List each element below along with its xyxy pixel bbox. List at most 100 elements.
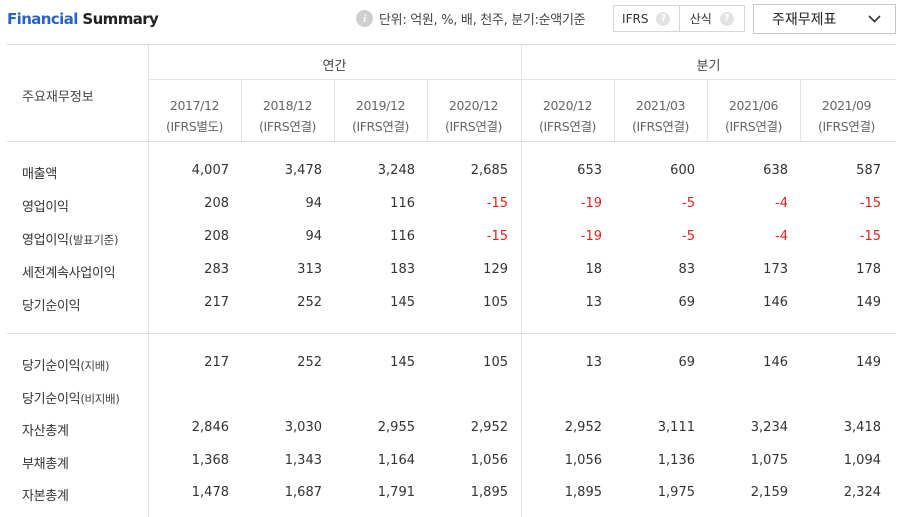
row-label: 자산총계 xyxy=(22,420,69,439)
column-header: 2019/12 (IFRS연결) xyxy=(334,95,427,137)
toggle-formula-label: 산식 xyxy=(689,12,712,26)
row-label-suffix: (비지배) xyxy=(80,392,120,406)
table-cell: 1,343 xyxy=(284,453,322,468)
table-cell: -19 xyxy=(580,229,602,244)
table-cell: 1,136 xyxy=(657,453,695,468)
table-cell: -15 xyxy=(859,229,881,244)
table-cell: 208 xyxy=(204,229,229,244)
table-cell: 145 xyxy=(390,295,415,310)
table-cell: 2,952 xyxy=(470,420,508,435)
statement-select-value: 주재무제표 xyxy=(772,12,837,28)
row-label-text: 당기순이익 xyxy=(22,299,81,314)
table-cell: 1,368 xyxy=(191,453,229,468)
table-cell: 1,895 xyxy=(564,485,602,500)
table-cell: 1,056 xyxy=(564,453,602,468)
row-label-text: 자본총계 xyxy=(22,489,69,504)
table-cell: 252 xyxy=(297,355,322,370)
group-quarterly: 분기 xyxy=(696,59,721,74)
column-period: 2020/12 xyxy=(448,98,499,113)
table-row: 부채총계 1,368 1,343 1,164 1,056 1,056 1,136 1,075 1… xyxy=(7,453,896,473)
table-row: 당기순이익(비지배) xyxy=(7,388,896,408)
table-cell: 1,687 xyxy=(284,485,322,500)
column-header: 2018/12 (IFRS연결) xyxy=(241,95,334,137)
title-financial: Financial xyxy=(7,10,78,28)
table-cell: 3,478 xyxy=(284,163,322,178)
table-cell: 217 xyxy=(204,295,229,310)
row-label-text: 당기순이익 xyxy=(22,359,81,374)
help-icon[interactable]: ? xyxy=(656,11,671,26)
financial-table: 주요재무정보 연간 분기 2017/12 (IFRS별도) 2018/12 (IFRS… xyxy=(7,44,896,517)
table-cell: 83 xyxy=(678,262,695,277)
row-label-text: 부채총계 xyxy=(22,457,69,472)
corner-label: 주요재무정보 xyxy=(22,90,94,105)
table-cell: 105 xyxy=(483,295,508,310)
row-label-text: 자산총계 xyxy=(22,424,69,439)
row-label-text: 영업이익 xyxy=(22,200,69,215)
group-annual: 연간 xyxy=(322,59,347,74)
table-cell: 94 xyxy=(305,196,322,211)
table-cell: 2,955 xyxy=(377,420,415,435)
table-cell: 1,975 xyxy=(657,485,695,500)
row-label: 매출액 xyxy=(22,163,57,182)
column-header: 2020/12 (IFRS연결) xyxy=(521,95,614,137)
table-cell: 217 xyxy=(204,355,229,370)
table-cell: -4 xyxy=(775,229,788,244)
table-cell: -15 xyxy=(486,229,508,244)
table-cell: 183 xyxy=(390,262,415,277)
toggle-ifrs[interactable]: IFRS ? xyxy=(614,6,679,31)
table-cell: 1,791 xyxy=(377,485,415,500)
chevron-down-icon xyxy=(868,15,881,23)
row-label: 자본총계 xyxy=(22,485,69,504)
table-cell: 146 xyxy=(763,295,788,310)
toggle-formula[interactable]: 산식 ? xyxy=(678,6,745,31)
table-cell: -19 xyxy=(580,196,602,211)
table-cell: 1,164 xyxy=(377,453,415,468)
basis-toggle: IFRS ? 산식 ? xyxy=(613,5,745,32)
table-row: 세전계속사업이익 283 313 183 129 18 83 173 178 xyxy=(7,262,896,282)
table-row: 자본총계 1,478 1,687 1,791 1,895 1,895 1,975 2,159 2… xyxy=(7,485,896,505)
table-cell: 2,952 xyxy=(564,420,602,435)
table-row: 자산총계 2,846 3,030 2,955 2,952 2,952 3,111 3,234 3… xyxy=(7,420,896,440)
row-label: 세전계속사업이익 xyxy=(22,262,116,281)
column-basis: (IFRS연결) xyxy=(817,119,876,134)
table-row: 당기순이익(지배) 217 252 145 105 13 69 146 149 xyxy=(7,355,896,375)
table-cell: 638 xyxy=(763,163,788,178)
row-label: 당기순이익 xyxy=(22,295,81,314)
column-basis: (IFRS연결) xyxy=(538,119,597,134)
row-label: 영업이익 xyxy=(22,196,69,215)
table-cell: 208 xyxy=(204,196,229,211)
table-cell: 1,075 xyxy=(750,453,788,468)
column-header: 2021/03 (IFRS연결) xyxy=(614,95,707,137)
table-cell: 178 xyxy=(856,262,881,277)
table-cell: 252 xyxy=(297,295,322,310)
help-icon[interactable]: ? xyxy=(719,11,734,26)
column-header: 2017/12 (IFRS별도) xyxy=(148,95,241,137)
table-cell: 146 xyxy=(763,355,788,370)
statement-select[interactable]: 주재무제표 xyxy=(753,4,896,34)
column-basis: (IFRS연결) xyxy=(351,119,410,134)
table-cell: 105 xyxy=(483,355,508,370)
table-cell: 18 xyxy=(585,262,602,277)
table-cell: 129 xyxy=(483,262,508,277)
table-cell: 653 xyxy=(577,163,602,178)
table-cell: -4 xyxy=(775,196,788,211)
table-cell: -15 xyxy=(486,196,508,211)
table-cell: 4,007 xyxy=(191,163,229,178)
info-icon[interactable]: i xyxy=(356,10,373,27)
table-cell: 1,094 xyxy=(843,453,881,468)
table-row: 당기순이익 217 252 145 105 13 69 146 149 xyxy=(7,295,896,315)
column-basis: (IFRS연결) xyxy=(258,119,317,134)
table-cell: 3,234 xyxy=(750,420,788,435)
table-cell: 313 xyxy=(297,262,322,277)
column-period: 2020/12 xyxy=(542,98,593,113)
column-period: 2021/09 xyxy=(821,98,872,113)
column-period: 2017/12 xyxy=(169,98,220,113)
row-label-text: 세전계속사업이익 xyxy=(22,266,116,281)
section-title: Financial Summary xyxy=(7,10,159,28)
row-label-text: 매출액 xyxy=(22,167,57,182)
table-cell: 1,478 xyxy=(191,485,229,500)
table-cell: -15 xyxy=(859,196,881,211)
table-cell: 116 xyxy=(390,196,415,211)
column-period: 2019/12 xyxy=(355,98,406,113)
table-cell: 3,248 xyxy=(377,163,415,178)
